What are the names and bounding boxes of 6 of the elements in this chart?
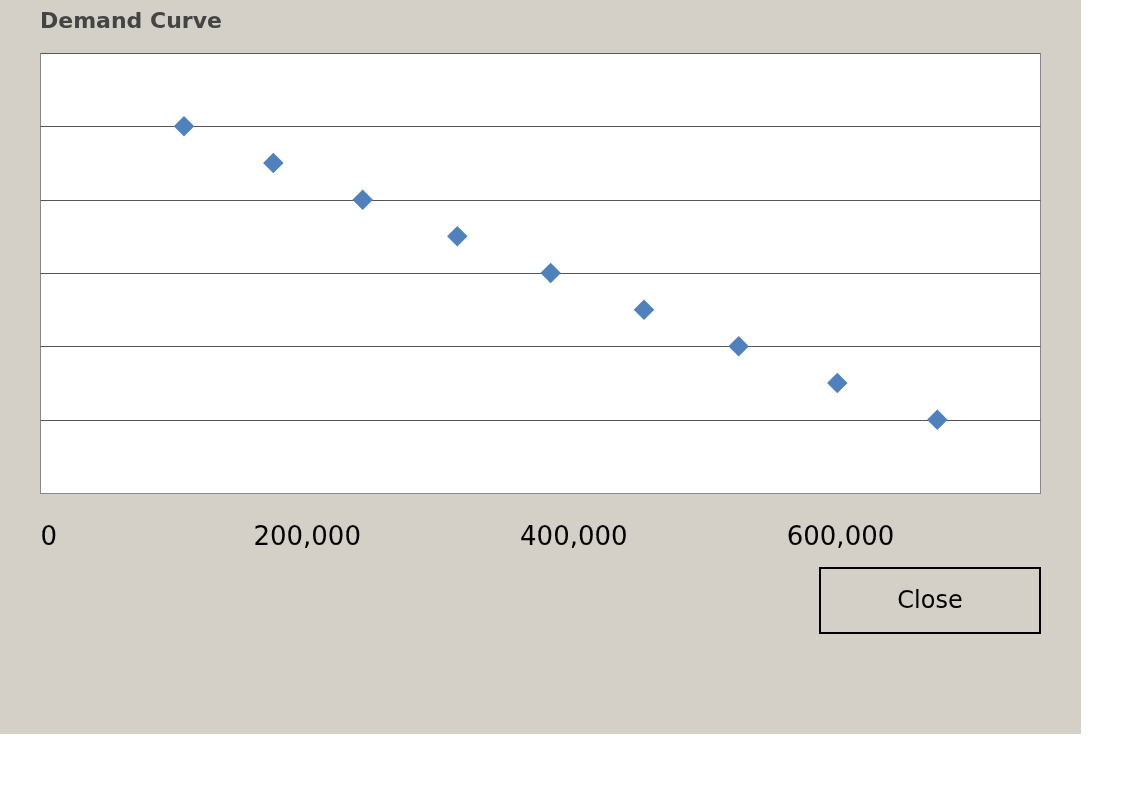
x-tick-label: 0 [40,520,58,551]
chart-title: Demand Curve [40,8,222,33]
x-tick-label: 200,000 [253,520,361,551]
text: Close [897,586,963,614]
x-tick-label: 600,000 [786,520,895,551]
x-tick-label: 400,000 [520,520,628,551]
